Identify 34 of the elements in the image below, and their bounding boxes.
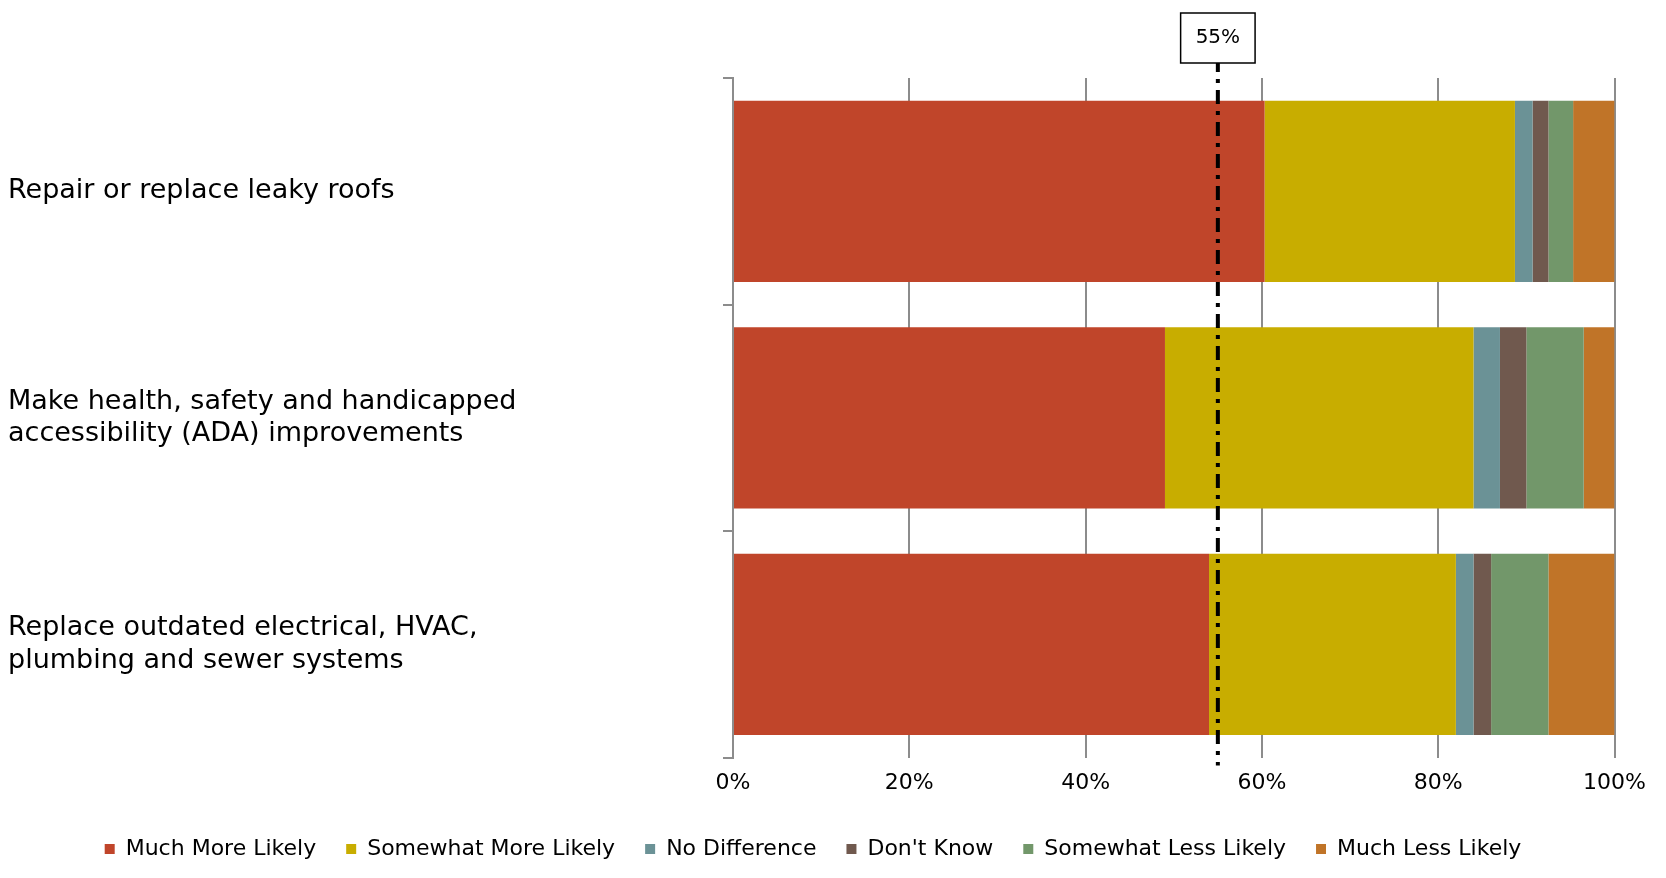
bar bbox=[1499, 327, 1527, 509]
bar bbox=[1526, 327, 1584, 509]
bar bbox=[734, 327, 1165, 509]
bar bbox=[1455, 553, 1474, 735]
legend-label: Somewhat Less Likely bbox=[1044, 834, 1287, 860]
x-tick-label: 100% bbox=[1583, 768, 1647, 794]
bar bbox=[1514, 100, 1533, 282]
bar bbox=[1209, 553, 1456, 735]
bar bbox=[1164, 327, 1474, 509]
legend-label: Don't Know bbox=[867, 834, 994, 860]
x-tick-label: 0% bbox=[715, 768, 751, 794]
bar bbox=[734, 553, 1210, 735]
bar bbox=[1264, 100, 1515, 282]
x-tick-label: 60% bbox=[1237, 768, 1287, 794]
bar bbox=[1532, 100, 1549, 282]
bar bbox=[734, 100, 1265, 282]
bar bbox=[1548, 100, 1574, 282]
x-tick-label: 80% bbox=[1413, 768, 1463, 794]
x-tick-label: 20% bbox=[884, 768, 934, 794]
bar bbox=[1573, 100, 1615, 282]
bar bbox=[1473, 327, 1500, 509]
y-tick-label: Make health, safety and handicapped accessibility (ADA) improvements bbox=[8, 383, 517, 448]
ref-line-label: 55% bbox=[1195, 24, 1241, 49]
bar bbox=[1583, 327, 1615, 509]
x-tick-label: 40% bbox=[1061, 768, 1111, 794]
bar bbox=[1548, 553, 1615, 735]
y-tick-label: Repair or replace leaky roofs bbox=[8, 173, 395, 205]
bar bbox=[1473, 553, 1492, 735]
legend-label: No Difference bbox=[666, 834, 817, 860]
y-tick-label: Replace outdated electrical, HVAC, plumbing and sewer systems bbox=[8, 610, 478, 674]
legend-label: Much More Likely bbox=[125, 834, 317, 860]
legend-label: Much Less Likely bbox=[1337, 834, 1522, 860]
legend-label: Somewhat More Likely bbox=[367, 834, 616, 860]
bar bbox=[1491, 553, 1549, 735]
